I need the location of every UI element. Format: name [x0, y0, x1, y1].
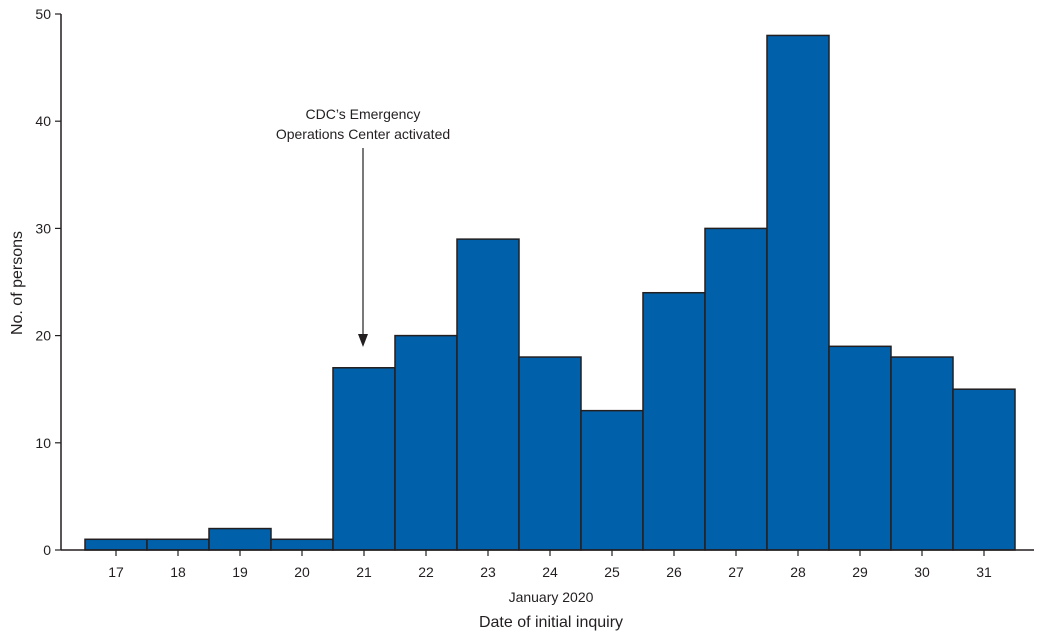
x-tick-label: 25: [604, 564, 620, 580]
bar: [270, 538, 334, 551]
bar: [518, 356, 582, 551]
bar: [146, 538, 210, 551]
x-tick-label: 20: [294, 564, 310, 580]
x-tick-label: 29: [852, 564, 868, 580]
bar: [704, 227, 768, 551]
bar: [828, 345, 892, 551]
bar: [952, 388, 1016, 551]
annotation-line-2: Operations Center activated: [276, 126, 450, 142]
bar: [332, 367, 396, 551]
x-tick-label: 17: [108, 564, 124, 580]
x-tick-label: 31: [976, 564, 992, 580]
annotation: CDC’s Emergency Operations Center activa…: [276, 106, 450, 347]
y-axis: 0 10 20 30 40 50: [35, 6, 62, 558]
x-axis: 17 18 19 20 21 22 23 24 25 26 27 28 29 30 31: [61, 549, 1034, 580]
y-tick-label: 30: [35, 220, 51, 236]
x-tick-label: 30: [914, 564, 930, 580]
annotation-arrow-head: [358, 334, 368, 347]
x-tick-label: 24: [542, 564, 558, 580]
bar: [394, 334, 458, 551]
x-tick-label: 21: [356, 564, 372, 580]
y-axis-title: No. of persons: [9, 231, 26, 335]
annotation-line-1: CDC’s Emergency: [306, 106, 421, 122]
bar: [208, 527, 272, 551]
y-tick-label: 10: [35, 435, 51, 451]
x-tick-label: 28: [790, 564, 806, 580]
y-tick-label: 40: [35, 113, 51, 129]
x-tick-label: 23: [480, 564, 496, 580]
bar: [766, 34, 830, 551]
bar: [456, 238, 520, 551]
x-tick-label: 22: [418, 564, 434, 580]
y-tick-label: 20: [35, 328, 51, 344]
bar: [890, 356, 954, 551]
x-axis-subtitle: January 2020: [509, 589, 594, 605]
x-axis-title: Date of initial inquiry: [479, 614, 623, 631]
x-tick-label: 18: [170, 564, 186, 580]
x-tick-label: 26: [666, 564, 682, 580]
y-tick-label: 50: [35, 6, 51, 22]
bar: [580, 409, 644, 551]
x-tick-label: 27: [728, 564, 744, 580]
y-tick-label: 0: [43, 542, 51, 558]
bar: [642, 291, 706, 551]
bar: [84, 538, 148, 551]
bars: [84, 34, 1016, 551]
x-tick-label: 19: [232, 564, 248, 580]
